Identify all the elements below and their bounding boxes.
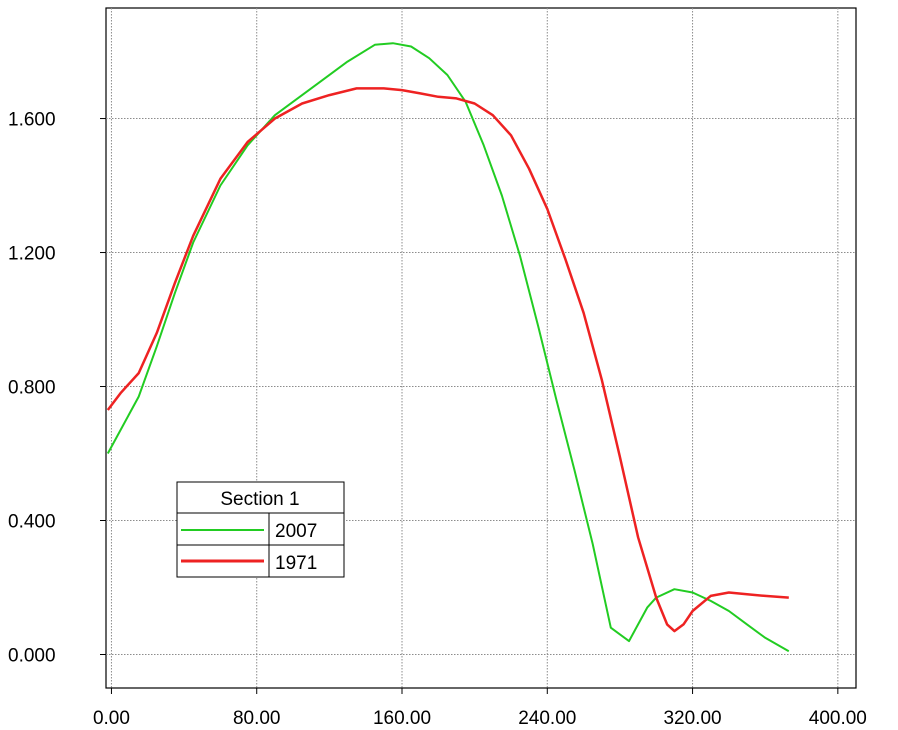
plot-area [105,7,857,689]
legend: Section 1 2007 1971 [176,481,345,578]
x-tick-label: 240.00 [518,708,576,729]
legend-title: Section 1 [220,489,299,510]
x-tick-label: 0.00 [93,708,130,729]
series-lines [106,42,790,653]
y-tick-label: 0.400 [8,512,56,533]
x-tick-label: 80.00 [233,708,281,729]
series-line-2007 [106,42,790,653]
grid-lines [106,8,856,688]
y-tick-label: 0.800 [8,378,56,399]
y-tick-label: 0.000 [8,646,56,667]
x-tick-label: 400.00 [809,708,867,729]
legend-label-1971: 1971 [275,553,317,574]
y-tick-label: 1.600 [8,110,56,131]
tick-labels: 0.00 80.00 160.00 240.00 320.00 400.00 0.000 0.… [8,110,867,729]
x-tick-label: 320.00 [663,708,721,729]
y-tick-label: 1.200 [8,244,56,265]
legend-label-2007: 2007 [275,521,317,542]
x-tick-label: 160.00 [373,708,431,729]
series-line-1971 [106,87,789,633]
